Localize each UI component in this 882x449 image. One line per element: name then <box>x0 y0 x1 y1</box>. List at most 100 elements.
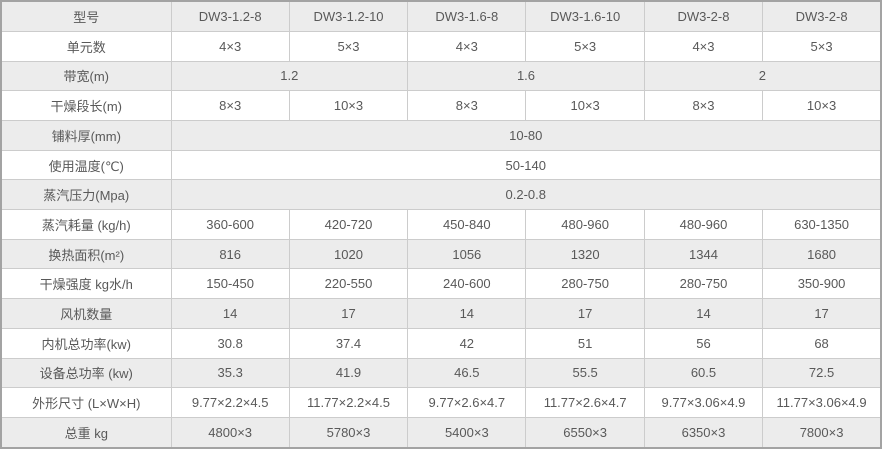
spec-cell: 5780×3 <box>288 416 409 449</box>
table-row-header: 型号 DW3-1.2-8 DW3-1.2-10 DW3-1.6-8 DW3-1.… <box>0 0 882 32</box>
spec-cell: 30.8 <box>170 327 290 359</box>
spec-cell: 420-720 <box>288 209 409 240</box>
spec-cell: 1680 <box>762 238 882 270</box>
spec-cell: 14 <box>643 298 764 329</box>
spec-cell: 5×3 <box>762 30 882 62</box>
spec-cell: 14 <box>170 298 290 329</box>
spec-cell: 5×3 <box>288 30 409 62</box>
table-row-layer-thickness: 铺料厚(mm) 10-80 <box>0 120 882 151</box>
table-row-fan-count: 风机数量 14 17 14 17 14 17 <box>0 298 882 329</box>
merged-cell: 0.2-0.8 <box>170 179 882 211</box>
spec-cell: 72.5 <box>762 357 882 389</box>
header-model: DW3-2-8 <box>762 0 882 32</box>
spec-cell: 480-960 <box>525 209 645 240</box>
spec-cell: 10×3 <box>288 90 409 121</box>
spec-cell: 51 <box>525 327 645 359</box>
spec-cell: 360-600 <box>170 209 290 240</box>
spec-cell: 630-1350 <box>762 209 882 240</box>
spec-cell: 10×3 <box>762 90 882 121</box>
spec-cell: 35.3 <box>170 357 290 389</box>
header-model: DW3-2-8 <box>643 0 764 32</box>
merged-cell: 2 <box>643 60 882 92</box>
table-row-total-weight: 总重 kg 4800×3 5780×3 5400×3 6550×3 6350×3… <box>0 416 882 449</box>
table-row-steam-pressure: 蒸汽压力(Mpa) 0.2-0.8 <box>0 179 882 211</box>
spec-cell: 240-600 <box>407 268 527 300</box>
row-label-model: 型号 <box>0 0 172 32</box>
spec-cell: 280-750 <box>525 268 645 300</box>
table-row-operating-temperature: 使用温度(℃) 50-140 <box>0 149 882 181</box>
header-model: DW3-1.6-10 <box>525 0 645 32</box>
row-label: 总重 kg <box>0 416 172 449</box>
spec-cell: 150-450 <box>170 268 290 300</box>
spec-cell: 11.77×2.6×4.7 <box>525 387 645 418</box>
spec-cell: 56 <box>643 327 764 359</box>
table-row-units: 单元数 4×3 5×3 4×3 5×3 4×3 5×3 <box>0 30 882 62</box>
header-model: DW3-1.2-10 <box>288 0 409 32</box>
spec-cell: 450-840 <box>407 209 527 240</box>
spec-cell: 4×3 <box>643 30 764 62</box>
table-row-dimensions: 外形尺寸 (L×W×H) 9.77×2.2×4.5 11.77×2.2×4.5 … <box>0 387 882 418</box>
spec-cell: 68 <box>762 327 882 359</box>
spec-cell: 55.5 <box>525 357 645 389</box>
table-row-heat-exchange-area: 换热面积(m²) 816 1020 1056 1320 1344 1680 <box>0 238 882 270</box>
spec-cell: 280-750 <box>643 268 764 300</box>
row-label: 干燥段长(m) <box>0 90 172 121</box>
spec-cell: 17 <box>525 298 645 329</box>
table-row-steam-consumption: 蒸汽耗量 (kg/h) 360-600 420-720 450-840 480-… <box>0 209 882 240</box>
spec-cell: 1320 <box>525 238 645 270</box>
spec-cell: 4×3 <box>407 30 527 62</box>
spec-cell: 1056 <box>407 238 527 270</box>
table-row-drying-intensity: 干燥强度 kg水/h 150-450 220-550 240-600 280-7… <box>0 268 882 300</box>
spec-cell: 5400×3 <box>407 416 527 449</box>
row-label: 换热面积(m²) <box>0 238 172 270</box>
spec-cell: 9.77×2.6×4.7 <box>407 387 527 418</box>
table-row-drying-section-length: 干燥段长(m) 8×3 10×3 8×3 10×3 8×3 10×3 <box>0 90 882 121</box>
row-label: 铺料厚(mm) <box>0 120 172 151</box>
spec-cell: 480-960 <box>643 209 764 240</box>
row-label: 外形尺寸 (L×W×H) <box>0 387 172 418</box>
spec-cell: 11.77×2.2×4.5 <box>288 387 409 418</box>
spec-cell: 9.77×2.2×4.5 <box>170 387 290 418</box>
merged-cell: 50-140 <box>170 149 882 181</box>
spec-cell: 37.4 <box>288 327 409 359</box>
spec-cell: 17 <box>288 298 409 329</box>
spec-cell: 42 <box>407 327 527 359</box>
row-label: 使用温度(℃) <box>0 149 172 181</box>
spec-cell: 11.77×3.06×4.9 <box>762 387 882 418</box>
table-row-internal-power: 内机总功率(kw) 30.8 37.4 42 51 56 68 <box>0 327 882 359</box>
merged-cell: 10-80 <box>170 120 882 151</box>
merged-cell: 1.2 <box>170 60 409 92</box>
spec-cell: 5×3 <box>525 30 645 62</box>
spec-cell: 46.5 <box>407 357 527 389</box>
spec-cell: 10×3 <box>525 90 645 121</box>
spec-cell: 1020 <box>288 238 409 270</box>
spec-cell: 17 <box>762 298 882 329</box>
table-row-total-power: 设备总功率 (kw) 35.3 41.9 46.5 55.5 60.5 72.5 <box>0 357 882 389</box>
spec-cell: 6350×3 <box>643 416 764 449</box>
header-model: DW3-1.6-8 <box>407 0 527 32</box>
spec-cell: 60.5 <box>643 357 764 389</box>
row-label: 干燥强度 kg水/h <box>0 268 172 300</box>
spec-cell: 8×3 <box>643 90 764 121</box>
row-label: 带宽(m) <box>0 60 172 92</box>
spec-cell: 4×3 <box>170 30 290 62</box>
spec-cell: 9.77×3.06×4.9 <box>643 387 764 418</box>
merged-cell: 1.6 <box>407 60 645 92</box>
row-label: 风机数量 <box>0 298 172 329</box>
spec-cell: 350-900 <box>762 268 882 300</box>
spec-cell: 6550×3 <box>525 416 645 449</box>
row-label: 单元数 <box>0 30 172 62</box>
row-label: 蒸汽耗量 (kg/h) <box>0 209 172 240</box>
spec-cell: 7800×3 <box>762 416 882 449</box>
spec-cell: 14 <box>407 298 527 329</box>
row-label: 内机总功率(kw) <box>0 327 172 359</box>
spec-cell: 1344 <box>643 238 764 270</box>
spec-cell: 8×3 <box>407 90 527 121</box>
row-label: 蒸汽压力(Mpa) <box>0 179 172 211</box>
row-label: 设备总功率 (kw) <box>0 357 172 389</box>
header-model: DW3-1.2-8 <box>170 0 290 32</box>
spec-cell: 220-550 <box>288 268 409 300</box>
table-row-belt-width: 带宽(m) 1.2 1.6 2 <box>0 60 882 92</box>
